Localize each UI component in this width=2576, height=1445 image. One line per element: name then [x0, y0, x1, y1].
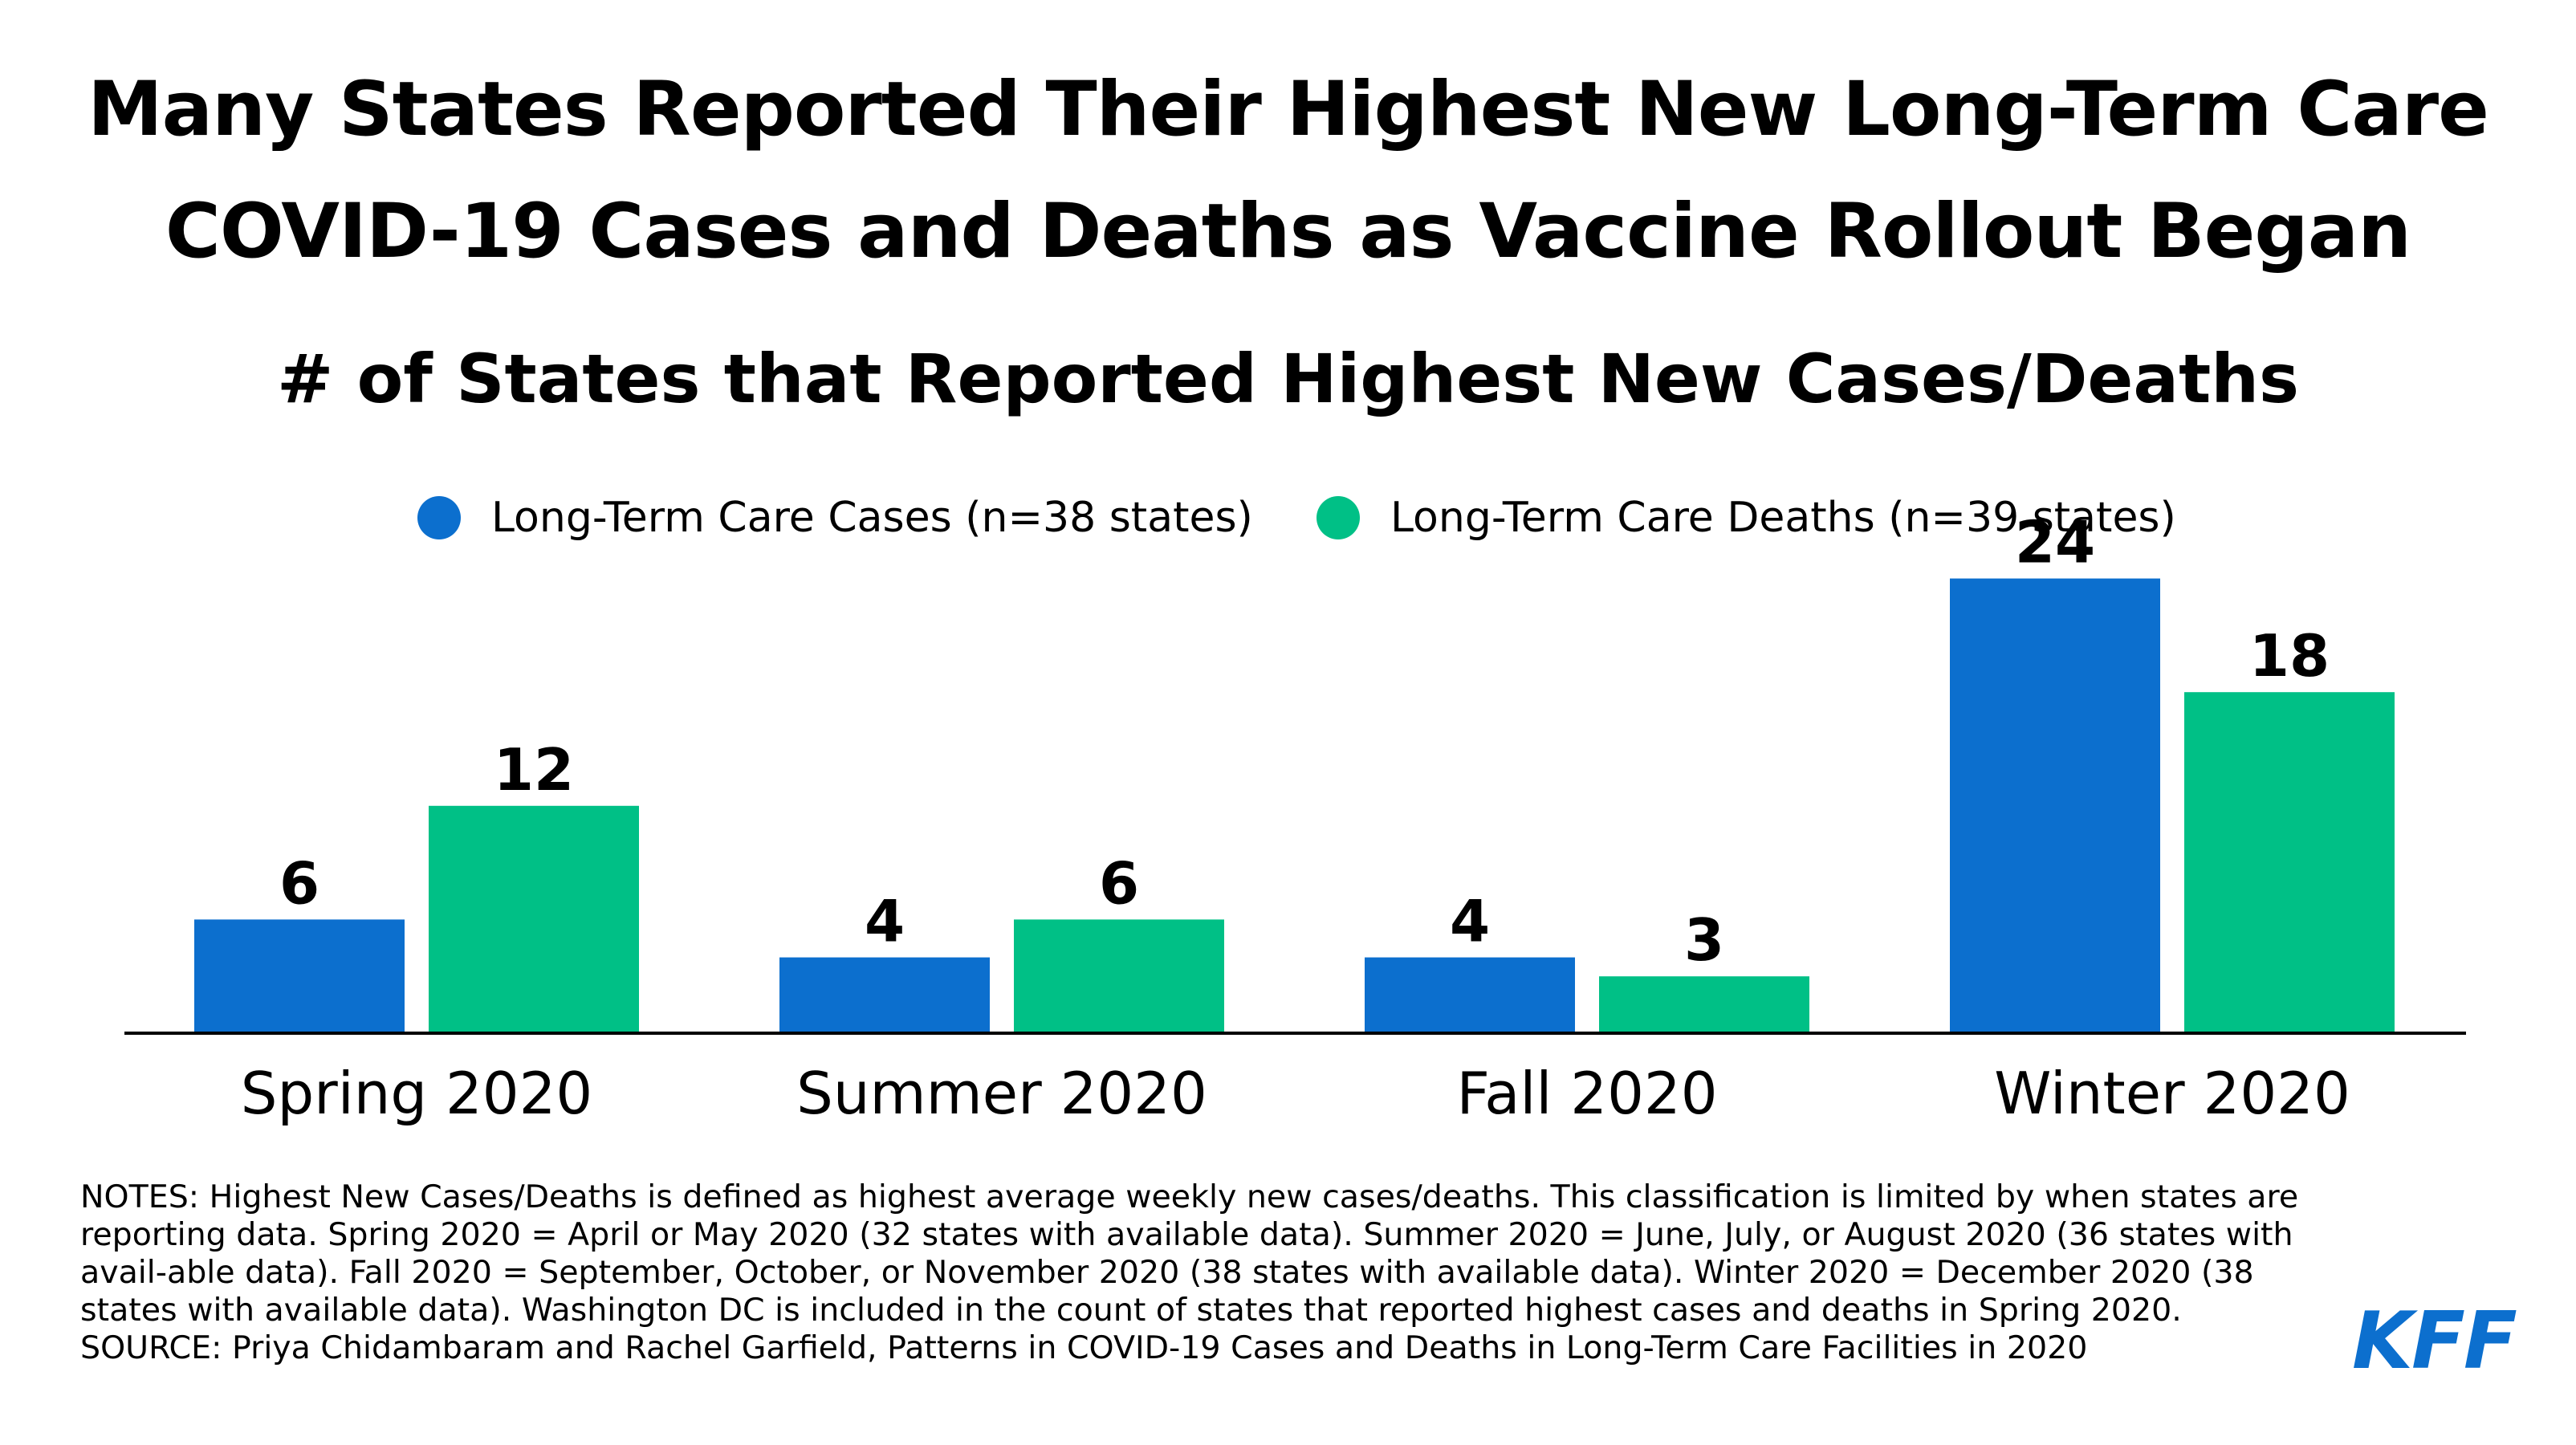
bar-deaths-summer-2020 [1014, 919, 1224, 1033]
data-label-cases-summer-2020: 4 [865, 888, 905, 955]
bar-deaths-fall-2020 [1599, 976, 1809, 1033]
bar-cases-summer-2020 [779, 957, 990, 1033]
x-tick-label-summer-2020: Summer 2020 [796, 1060, 1207, 1127]
data-label-cases-winter-2020: 24 [2015, 509, 2095, 576]
legend-swatch-deaths [1316, 496, 1360, 539]
chart-title-line-1: Many States Reported Their Highest New L… [87, 66, 2489, 153]
bar-cases-spring-2020 [194, 919, 405, 1033]
data-label-deaths-fall-2020: 3 [1684, 906, 1724, 974]
x-tick-label-winter-2020: Winter 2020 [1994, 1060, 2350, 1127]
source-text: SOURCE: Priya Chidambaram and Rachel Gar… [80, 1329, 2088, 1366]
chart-subtitle: # of States that Reported Highest New Ca… [276, 340, 2300, 418]
legend-item-cases: Long-Term Care Cases (n=38 states) [417, 490, 1253, 546]
x-tick-label-fall-2020: Fall 2020 [1456, 1060, 1717, 1127]
x-tick-label-spring-2020: Spring 2020 [241, 1060, 592, 1127]
legend-swatch-cases [417, 496, 461, 539]
bar-deaths-spring-2020 [429, 805, 639, 1033]
bar-cases-winter-2020 [1950, 578, 2160, 1033]
chart-title-line-2: COVID-19 Cases and Deaths as Vaccine Rol… [165, 188, 2411, 275]
data-label-deaths-spring-2020: 12 [494, 736, 574, 804]
notes-text: NOTES: Highest New Cases/Deaths is defin… [80, 1178, 2299, 1329]
data-label-deaths-winter-2020: 18 [2249, 622, 2330, 690]
bar-cases-fall-2020 [1365, 957, 1575, 1033]
legend-item-deaths: Long-Term Care Deaths (n=39 states) [1316, 490, 2176, 546]
chart-notes: NOTES: Highest New Cases/Deaths is defin… [80, 1178, 2328, 1367]
legend-label-deaths: Long-Term Care Deaths (n=39 states) [1390, 494, 2176, 542]
legend-label-cases: Long-Term Care Cases (n=38 states) [491, 494, 1253, 542]
kff-logo: KFF [2352, 1296, 2517, 1387]
data-label-cases-fall-2020: 4 [1450, 888, 1490, 955]
data-label-cases-spring-2020: 6 [279, 849, 319, 917]
data-label-deaths-summer-2020: 6 [1099, 849, 1139, 917]
bar-deaths-winter-2020 [2184, 692, 2395, 1033]
